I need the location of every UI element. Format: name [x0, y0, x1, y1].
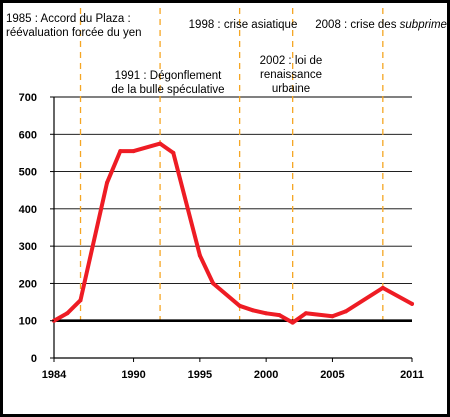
annotation-plaza: 1985 : Accord du Plaza : réévaluation for…: [6, 13, 142, 39]
y-tick-label-700: 700: [19, 92, 37, 104]
x-tick-label-2011: 2011: [400, 369, 424, 381]
series-line-0: [52, 141, 414, 325]
y-tick-label-100: 100: [19, 316, 37, 328]
data-point-18: [380, 285, 385, 290]
data-point-4: [118, 149, 123, 154]
y-tick-label-600: 600: [19, 129, 37, 141]
data-point-12: [264, 311, 269, 316]
data-point-2: [78, 298, 83, 303]
y-tick-label-400: 400: [19, 204, 37, 216]
chart-axes: [53, 97, 412, 359]
series-layer: [52, 141, 414, 325]
x-tick-label-2005: 2005: [320, 369, 344, 381]
data-point-15: [303, 311, 308, 316]
data-point-16: [330, 314, 335, 319]
data-point-3: [105, 180, 110, 185]
chart-gridlines: [54, 96, 412, 322]
y-tick-label-0: 0: [31, 353, 37, 365]
annotation-subprime: 2008 : crise des subprimes: [315, 19, 450, 31]
x-tick-label-1995: 1995: [188, 369, 212, 381]
annotations: 1985 : Accord du Plaza : réévaluation for…: [6, 13, 450, 96]
annotation-urban: 2002 : loi de renaissance urbaine: [260, 55, 323, 95]
data-point-11: [250, 308, 255, 313]
data-point-17: [343, 309, 348, 314]
y-axis-ticks: 0 100 200 300 400 500 600 700: [19, 92, 54, 365]
data-point-10: [237, 303, 242, 308]
data-point-13: [277, 313, 282, 318]
x-axis-ticks: 1984 1990 1995 2000 2005 2011: [42, 358, 424, 381]
data-point-5: [131, 149, 136, 154]
data-point-14: [290, 320, 295, 325]
y-tick-label-200: 200: [19, 278, 37, 290]
data-point-19: [410, 301, 414, 306]
x-tick-label-1984: 1984: [42, 369, 67, 381]
data-point-6: [158, 141, 163, 146]
data-point-1: [65, 311, 70, 316]
event-markers: [79, 8, 384, 321]
data-point-8: [197, 253, 202, 258]
data-point-9: [211, 281, 216, 286]
x-tick-label-1990: 1990: [121, 369, 145, 381]
y-tick-label-300: 300: [19, 241, 37, 253]
data-point-7: [171, 150, 176, 155]
annotation-asia: 1998 : crise asiatique: [189, 19, 298, 31]
x-tick-label-2000: 2000: [254, 369, 278, 381]
y-tick-label-500: 500: [19, 167, 37, 179]
annotation-bubble: 1991 : Dégonflement de la bulle spéculati…: [111, 70, 224, 96]
